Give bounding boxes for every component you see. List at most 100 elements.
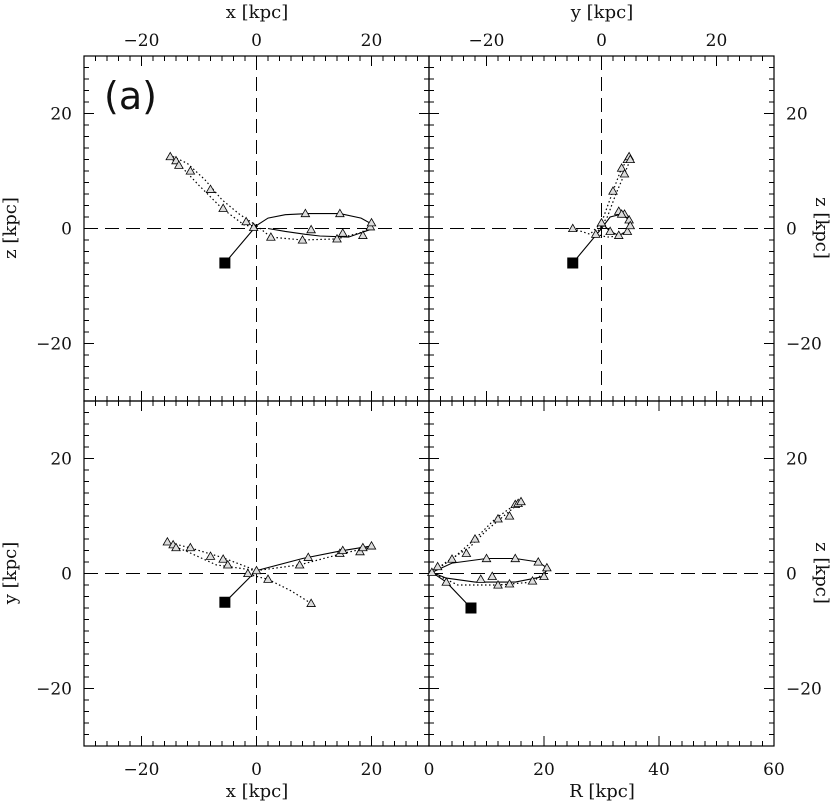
panel-tag: (a) <box>104 74 157 118</box>
x-tick-label: 20 <box>361 760 383 780</box>
triangle-point <box>567 223 578 233</box>
triangle-point <box>306 224 317 234</box>
axis-title-right-top: z [kpc] <box>811 197 830 259</box>
y-tick-label: 20 <box>786 105 808 125</box>
triangle-point <box>357 542 368 552</box>
triangle-point <box>527 575 538 585</box>
triangle-point <box>539 571 549 580</box>
triangle-point <box>504 578 515 588</box>
x-tick-label: 20 <box>533 760 555 780</box>
triangle-point <box>613 230 624 239</box>
triangle-point <box>205 184 216 193</box>
y-tick-label: −20 <box>36 680 72 700</box>
triangle-point <box>297 234 308 244</box>
x-tick-label: −20 <box>124 31 160 51</box>
triangle-point <box>306 598 317 607</box>
triangle-point <box>337 228 348 237</box>
triangle-point <box>241 216 252 226</box>
orbit-series-line <box>170 544 257 572</box>
triangle-point <box>493 579 503 589</box>
triangle-point <box>337 545 348 555</box>
triangle-point <box>616 163 627 172</box>
orbit-series-line <box>224 213 373 264</box>
orbit-series-line <box>431 504 516 573</box>
triangle-point <box>263 574 273 583</box>
triangle-point <box>334 208 345 218</box>
triangle-point <box>590 229 601 238</box>
triangle-point <box>185 165 196 175</box>
triangle-point <box>533 556 544 566</box>
triangle-point <box>251 565 262 575</box>
triangle-point <box>366 540 377 550</box>
axis-title-right-bottom: z [kpc] <box>811 542 830 604</box>
triangle-point <box>426 567 437 576</box>
y-tick-label: −20 <box>36 335 72 355</box>
triangle-point <box>596 217 607 227</box>
y-tick-label: 20 <box>50 105 72 125</box>
triangle-point <box>300 208 311 218</box>
triangle-point <box>218 203 229 212</box>
triangle-point <box>619 168 630 178</box>
triangle-point <box>366 217 377 227</box>
triangle-point <box>165 151 176 161</box>
triangle-point <box>461 548 472 557</box>
x-tick-label: −20 <box>469 31 505 51</box>
triangle-point <box>625 154 636 164</box>
triangle-point <box>357 230 368 239</box>
ticks-layer <box>84 56 774 746</box>
triangle-point <box>487 571 498 580</box>
triangle-point <box>218 554 229 563</box>
marks-layer <box>162 151 636 614</box>
y-tick-label: 0 <box>61 220 72 240</box>
x-tick-label: −20 <box>124 760 160 780</box>
triangle-point <box>608 186 618 195</box>
x-tick-label: 40 <box>648 760 670 780</box>
triangle-point <box>493 513 503 523</box>
triangle-point <box>294 559 305 569</box>
y-tick-label: 0 <box>786 565 797 585</box>
orbit-series-line <box>224 545 372 603</box>
current-position-marker <box>465 602 477 614</box>
triangle-point <box>475 574 486 583</box>
x-tick-label: 0 <box>251 31 262 51</box>
triangle-point <box>541 562 552 572</box>
orbit-series-line <box>167 541 257 572</box>
triangle-point <box>303 552 314 561</box>
axis-title-bottom-left: x [kpc] <box>226 781 288 802</box>
triangle-point <box>185 542 196 552</box>
triangle-point <box>332 233 342 243</box>
axis-title-bottom-right: R [kpc] <box>569 781 635 802</box>
x-tick-label: 0 <box>596 31 607 51</box>
orbit-series-line <box>431 501 522 573</box>
orbit-series-line <box>172 156 257 227</box>
y-tick-label: 20 <box>786 450 808 470</box>
curves-layer <box>167 156 631 609</box>
axis-title-left-bottom: y [kpc] <box>0 542 21 605</box>
triangle-point <box>162 536 173 546</box>
triangle-point <box>173 160 184 169</box>
triangle-point <box>616 209 627 218</box>
current-position-marker <box>567 257 579 269</box>
orbit-series-line <box>169 157 257 227</box>
triangle-point <box>441 577 452 586</box>
triangle-point <box>205 551 216 560</box>
triangle-point <box>504 510 515 520</box>
triangle-point <box>242 568 253 578</box>
y-tick-label: −20 <box>786 680 822 700</box>
triangle-point <box>432 561 443 571</box>
triangle-point <box>605 226 616 235</box>
orbit-series-line <box>256 547 369 572</box>
x-tick-label: 20 <box>361 31 383 51</box>
triangle-point <box>171 542 181 552</box>
current-position-marker <box>219 596 231 608</box>
x-tick-label: 60 <box>763 760 785 780</box>
triangle-point <box>265 232 276 241</box>
x-tick-label: 0 <box>251 760 262 780</box>
axis-title-top-right: y [kpc] <box>570 2 633 23</box>
triangle-point <box>248 222 259 231</box>
orbit-series-line <box>244 572 312 604</box>
triangle-point <box>622 226 633 235</box>
tick-label-layer: −20 0 20 −20 0 20 −20 0 20 −20 0 20 −20 0 20 −20 0 20 0 20 4… <box>36 31 822 780</box>
y-tick-label: 0 <box>61 565 72 585</box>
axis-title-left-top: z [kpc] <box>0 197 21 259</box>
